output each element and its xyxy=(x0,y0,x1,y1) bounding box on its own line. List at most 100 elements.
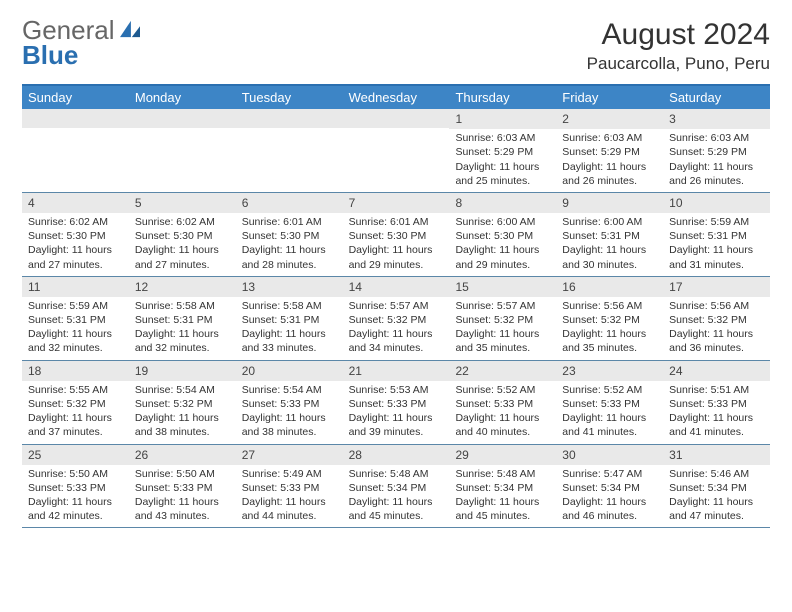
daylight-line: Daylight: 11 hours and 44 minutes. xyxy=(242,495,337,523)
daylight-line: Daylight: 11 hours and 26 minutes. xyxy=(562,160,657,188)
daylight-line: Daylight: 11 hours and 40 minutes. xyxy=(455,411,550,439)
day-cell: 10Sunrise: 5:59 AMSunset: 5:31 PMDayligh… xyxy=(663,193,770,276)
sunrise-line: Sunrise: 5:50 AM xyxy=(135,467,230,481)
day-number: 18 xyxy=(22,361,129,381)
day-cell: 15Sunrise: 5:57 AMSunset: 5:32 PMDayligh… xyxy=(449,277,556,360)
daylight-line: Daylight: 11 hours and 27 minutes. xyxy=(135,243,230,271)
day-body: Sunrise: 6:02 AMSunset: 5:30 PMDaylight:… xyxy=(129,213,236,276)
day-body: Sunrise: 6:02 AMSunset: 5:30 PMDaylight:… xyxy=(22,213,129,276)
day-cell: 3Sunrise: 6:03 AMSunset: 5:29 PMDaylight… xyxy=(663,109,770,192)
daylight-line: Daylight: 11 hours and 43 minutes. xyxy=(135,495,230,523)
daylight-line: Daylight: 11 hours and 46 minutes. xyxy=(562,495,657,523)
day-number: 13 xyxy=(236,277,343,297)
day-cell: 5Sunrise: 6:02 AMSunset: 5:30 PMDaylight… xyxy=(129,193,236,276)
day-cell: 20Sunrise: 5:54 AMSunset: 5:33 PMDayligh… xyxy=(236,361,343,444)
daylight-line: Daylight: 11 hours and 29 minutes. xyxy=(349,243,444,271)
day-body: Sunrise: 5:54 AMSunset: 5:32 PMDaylight:… xyxy=(129,381,236,444)
weekday-thu: Thursday xyxy=(449,86,556,109)
day-body: Sunrise: 5:54 AMSunset: 5:33 PMDaylight:… xyxy=(236,381,343,444)
sunrise-line: Sunrise: 6:03 AM xyxy=(455,131,550,145)
day-number: 7 xyxy=(343,193,450,213)
sunset-line: Sunset: 5:31 PM xyxy=(28,313,123,327)
calendar: Sunday Monday Tuesday Wednesday Thursday… xyxy=(22,84,770,528)
day-number: 25 xyxy=(22,445,129,465)
day-number: 10 xyxy=(663,193,770,213)
day-body: Sunrise: 5:59 AMSunset: 5:31 PMDaylight:… xyxy=(663,213,770,276)
day-body: Sunrise: 6:03 AMSunset: 5:29 PMDaylight:… xyxy=(663,129,770,192)
day-cell: 25Sunrise: 5:50 AMSunset: 5:33 PMDayligh… xyxy=(22,445,129,528)
sunrise-line: Sunrise: 6:01 AM xyxy=(242,215,337,229)
day-body: Sunrise: 5:56 AMSunset: 5:32 PMDaylight:… xyxy=(556,297,663,360)
sunrise-line: Sunrise: 5:56 AM xyxy=(562,299,657,313)
sunrise-line: Sunrise: 5:58 AM xyxy=(135,299,230,313)
day-cell: 7Sunrise: 6:01 AMSunset: 5:30 PMDaylight… xyxy=(343,193,450,276)
day-number: 30 xyxy=(556,445,663,465)
day-body: Sunrise: 5:58 AMSunset: 5:31 PMDaylight:… xyxy=(236,297,343,360)
day-cell: 1Sunrise: 6:03 AMSunset: 5:29 PMDaylight… xyxy=(449,109,556,192)
header: GeneralBlue August 2024 Paucarcolla, Pun… xyxy=(22,18,770,74)
daylight-line: Daylight: 11 hours and 37 minutes. xyxy=(28,411,123,439)
sunset-line: Sunset: 5:33 PM xyxy=(455,397,550,411)
sunset-line: Sunset: 5:34 PM xyxy=(669,481,764,495)
day-number: 11 xyxy=(22,277,129,297)
day-body: Sunrise: 5:50 AMSunset: 5:33 PMDaylight:… xyxy=(22,465,129,528)
day-cell: 9Sunrise: 6:00 AMSunset: 5:31 PMDaylight… xyxy=(556,193,663,276)
day-number: 14 xyxy=(343,277,450,297)
daylight-line: Daylight: 11 hours and 36 minutes. xyxy=(669,327,764,355)
day-cell: 18Sunrise: 5:55 AMSunset: 5:32 PMDayligh… xyxy=(22,361,129,444)
weekday-mon: Monday xyxy=(129,86,236,109)
sunrise-line: Sunrise: 5:57 AM xyxy=(455,299,550,313)
daylight-line: Daylight: 11 hours and 28 minutes. xyxy=(242,243,337,271)
day-body: Sunrise: 5:58 AMSunset: 5:31 PMDaylight:… xyxy=(129,297,236,360)
day-cell: 19Sunrise: 5:54 AMSunset: 5:32 PMDayligh… xyxy=(129,361,236,444)
daylight-line: Daylight: 11 hours and 35 minutes. xyxy=(455,327,550,355)
sunset-line: Sunset: 5:32 PM xyxy=(669,313,764,327)
week-row: 11Sunrise: 5:59 AMSunset: 5:31 PMDayligh… xyxy=(22,277,770,361)
day-cell xyxy=(22,109,129,192)
day-body: Sunrise: 6:03 AMSunset: 5:29 PMDaylight:… xyxy=(449,129,556,192)
day-body: Sunrise: 5:57 AMSunset: 5:32 PMDaylight:… xyxy=(449,297,556,360)
daylight-line: Daylight: 11 hours and 34 minutes. xyxy=(349,327,444,355)
day-body: Sunrise: 6:00 AMSunset: 5:30 PMDaylight:… xyxy=(449,213,556,276)
day-cell: 11Sunrise: 5:59 AMSunset: 5:31 PMDayligh… xyxy=(22,277,129,360)
sunset-line: Sunset: 5:32 PM xyxy=(135,397,230,411)
sunrise-line: Sunrise: 5:58 AM xyxy=(242,299,337,313)
daylight-line: Daylight: 11 hours and 30 minutes. xyxy=(562,243,657,271)
sunrise-line: Sunrise: 5:56 AM xyxy=(669,299,764,313)
day-body: Sunrise: 5:51 AMSunset: 5:33 PMDaylight:… xyxy=(663,381,770,444)
weekday-sat: Saturday xyxy=(663,86,770,109)
day-number: 4 xyxy=(22,193,129,213)
sunset-line: Sunset: 5:31 PM xyxy=(562,229,657,243)
day-number xyxy=(236,109,343,128)
day-body: Sunrise: 5:52 AMSunset: 5:33 PMDaylight:… xyxy=(449,381,556,444)
sunrise-line: Sunrise: 5:59 AM xyxy=(28,299,123,313)
day-number: 23 xyxy=(556,361,663,381)
sunrise-line: Sunrise: 5:48 AM xyxy=(455,467,550,481)
sunset-line: Sunset: 5:33 PM xyxy=(669,397,764,411)
sunrise-line: Sunrise: 5:54 AM xyxy=(242,383,337,397)
day-body: Sunrise: 6:03 AMSunset: 5:29 PMDaylight:… xyxy=(556,129,663,192)
day-body: Sunrise: 6:01 AMSunset: 5:30 PMDaylight:… xyxy=(343,213,450,276)
sunrise-line: Sunrise: 5:57 AM xyxy=(349,299,444,313)
logo-sail-icon xyxy=(117,18,143,43)
sunset-line: Sunset: 5:34 PM xyxy=(562,481,657,495)
day-body: Sunrise: 5:59 AMSunset: 5:31 PMDaylight:… xyxy=(22,297,129,360)
day-number: 3 xyxy=(663,109,770,129)
daylight-line: Daylight: 11 hours and 32 minutes. xyxy=(135,327,230,355)
daylight-line: Daylight: 11 hours and 27 minutes. xyxy=(28,243,123,271)
sunrise-line: Sunrise: 5:53 AM xyxy=(349,383,444,397)
day-number: 29 xyxy=(449,445,556,465)
daylight-line: Daylight: 11 hours and 35 minutes. xyxy=(562,327,657,355)
day-number: 28 xyxy=(343,445,450,465)
sunrise-line: Sunrise: 5:46 AM xyxy=(669,467,764,481)
day-body: Sunrise: 5:49 AMSunset: 5:33 PMDaylight:… xyxy=(236,465,343,528)
day-body: Sunrise: 5:57 AMSunset: 5:32 PMDaylight:… xyxy=(343,297,450,360)
daylight-line: Daylight: 11 hours and 47 minutes. xyxy=(669,495,764,523)
sunrise-line: Sunrise: 5:54 AM xyxy=(135,383,230,397)
weekday-sun: Sunday xyxy=(22,86,129,109)
day-number: 6 xyxy=(236,193,343,213)
sunrise-line: Sunrise: 5:59 AM xyxy=(669,215,764,229)
day-number: 31 xyxy=(663,445,770,465)
day-body: Sunrise: 5:55 AMSunset: 5:32 PMDaylight:… xyxy=(22,381,129,444)
logo-text-blue: Blue xyxy=(22,43,143,68)
